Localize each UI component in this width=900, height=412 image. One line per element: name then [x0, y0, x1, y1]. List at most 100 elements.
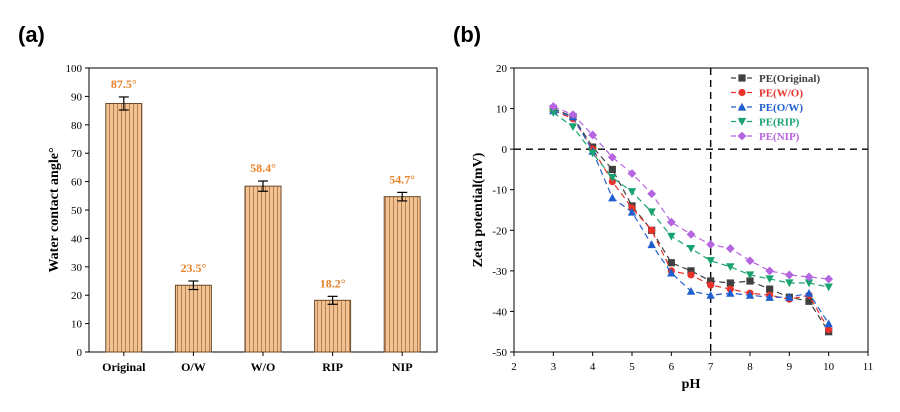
data-point: [588, 149, 597, 158]
panel-label-a: (a): [18, 22, 45, 47]
data-point: [706, 257, 715, 265]
y-tick-label: 70: [71, 148, 83, 160]
legend: PE(Original) PE(W/O) PE(O/W) PE(RIP) PE(NIP): [731, 73, 820, 143]
data-point: [667, 259, 675, 267]
data-point: [667, 268, 676, 277]
data-point: [824, 319, 833, 328]
data-point: [706, 240, 716, 249]
x-tick-label: 3: [551, 361, 557, 373]
data-point: [765, 266, 775, 276]
data-point: [648, 226, 656, 234]
y-tick-label: 30: [71, 262, 83, 274]
data-point: [726, 263, 735, 271]
data-label: 18.2°: [320, 276, 346, 290]
line-chart: -50 -40 -30 -20 -10 0 10 20 2 3 4 5 6 7 8 9 10 11 PE(Origi…: [471, 63, 873, 392]
y-tick-label: -20: [492, 225, 507, 237]
y-tick-label: 10: [496, 104, 508, 116]
y-tick-label: 60: [71, 177, 83, 189]
data-point: [608, 173, 617, 182]
data-point: [607, 152, 617, 162]
data-point: [785, 293, 794, 301]
data-point: [766, 285, 774, 293]
data-point: [608, 193, 617, 202]
x-tick-label: 5: [629, 361, 635, 373]
bar: [105, 103, 143, 353]
data-point: [548, 102, 558, 111]
data-point: [804, 272, 814, 282]
data-point: [765, 293, 774, 301]
plot-frame: [513, 67, 869, 353]
data-point: [686, 229, 696, 239]
data-point: [805, 297, 813, 305]
legend-marker: [738, 74, 746, 82]
data-point: [745, 291, 755, 299]
data-label: 58.4°: [250, 161, 276, 175]
y-tick-label: 80: [71, 120, 83, 132]
legend-label: PE(RIP): [759, 117, 800, 129]
data-point: [725, 244, 735, 253]
data-point: [568, 110, 578, 120]
legend-label: PE(Original): [759, 73, 820, 85]
x-tick-label: 4: [590, 361, 596, 373]
data-point: [627, 207, 637, 216]
data-point: [667, 232, 676, 241]
bar: [383, 196, 421, 353]
y-tick-label: 0: [77, 347, 83, 359]
data-point: [726, 279, 734, 287]
series-3: [549, 109, 833, 292]
data-point: [666, 217, 676, 227]
y-tick-label: 0: [502, 144, 508, 156]
data-point: [706, 291, 715, 299]
y-axis-title: Water contact angle°: [47, 147, 62, 272]
data-point: [568, 123, 578, 132]
x-tick-label: Original: [102, 360, 146, 374]
data-point: [707, 281, 715, 289]
bar-chart: 0 10 20 30 40 50 60 70 80 90 100 87.5° Original 23.5°…: [47, 63, 438, 374]
data-point: [804, 279, 814, 288]
x-tick-label: 7: [708, 361, 714, 373]
legend-label: PE(O/W): [759, 102, 803, 114]
data-point: [825, 326, 833, 334]
x-tick-label: 11: [863, 361, 874, 373]
data-point: [745, 271, 755, 280]
y-tick-label: -30: [492, 266, 507, 278]
bar: [314, 299, 352, 353]
data-point: [745, 256, 755, 266]
data-point: [824, 283, 833, 292]
data-point: [726, 288, 735, 297]
data-point: [784, 270, 794, 280]
y-tick-label: -50: [492, 347, 507, 359]
y-tick-label: 40: [71, 233, 83, 245]
x-tick-label: 9: [787, 361, 793, 373]
data-point: [765, 275, 774, 284]
series-4: [548, 102, 834, 284]
data-point: [627, 188, 637, 196]
data-point: [549, 109, 558, 117]
y-tick-label: 90: [71, 91, 83, 103]
data-point: [686, 244, 696, 253]
data-point: [687, 267, 695, 275]
data-label: 54.7°: [389, 172, 415, 186]
data-point: [746, 277, 754, 285]
x-tick-label: O/W: [181, 360, 206, 374]
data-point: [588, 130, 598, 140]
data-point: [824, 274, 834, 284]
panel-label-b: (b): [453, 22, 482, 47]
legend-label: PE(W/O): [759, 88, 803, 100]
x-tick-label: NIP: [392, 360, 413, 374]
y-tick-label: 10: [71, 319, 83, 331]
data-label: 87.5°: [111, 77, 137, 91]
x-tick-label: 2: [511, 361, 517, 373]
data-point: [647, 240, 656, 249]
data-label: 23.5°: [180, 261, 206, 275]
x-tick-label: RIP: [322, 360, 343, 374]
y-tick-label: 20: [496, 63, 508, 75]
data-point: [687, 271, 695, 279]
data-point: [647, 208, 656, 217]
x-tick-label: W/O: [251, 360, 276, 374]
data-point: [608, 165, 616, 174]
legend-label: PE(NIP): [759, 131, 800, 143]
y-tick-label: -10: [492, 185, 507, 197]
data-point: [785, 279, 794, 288]
